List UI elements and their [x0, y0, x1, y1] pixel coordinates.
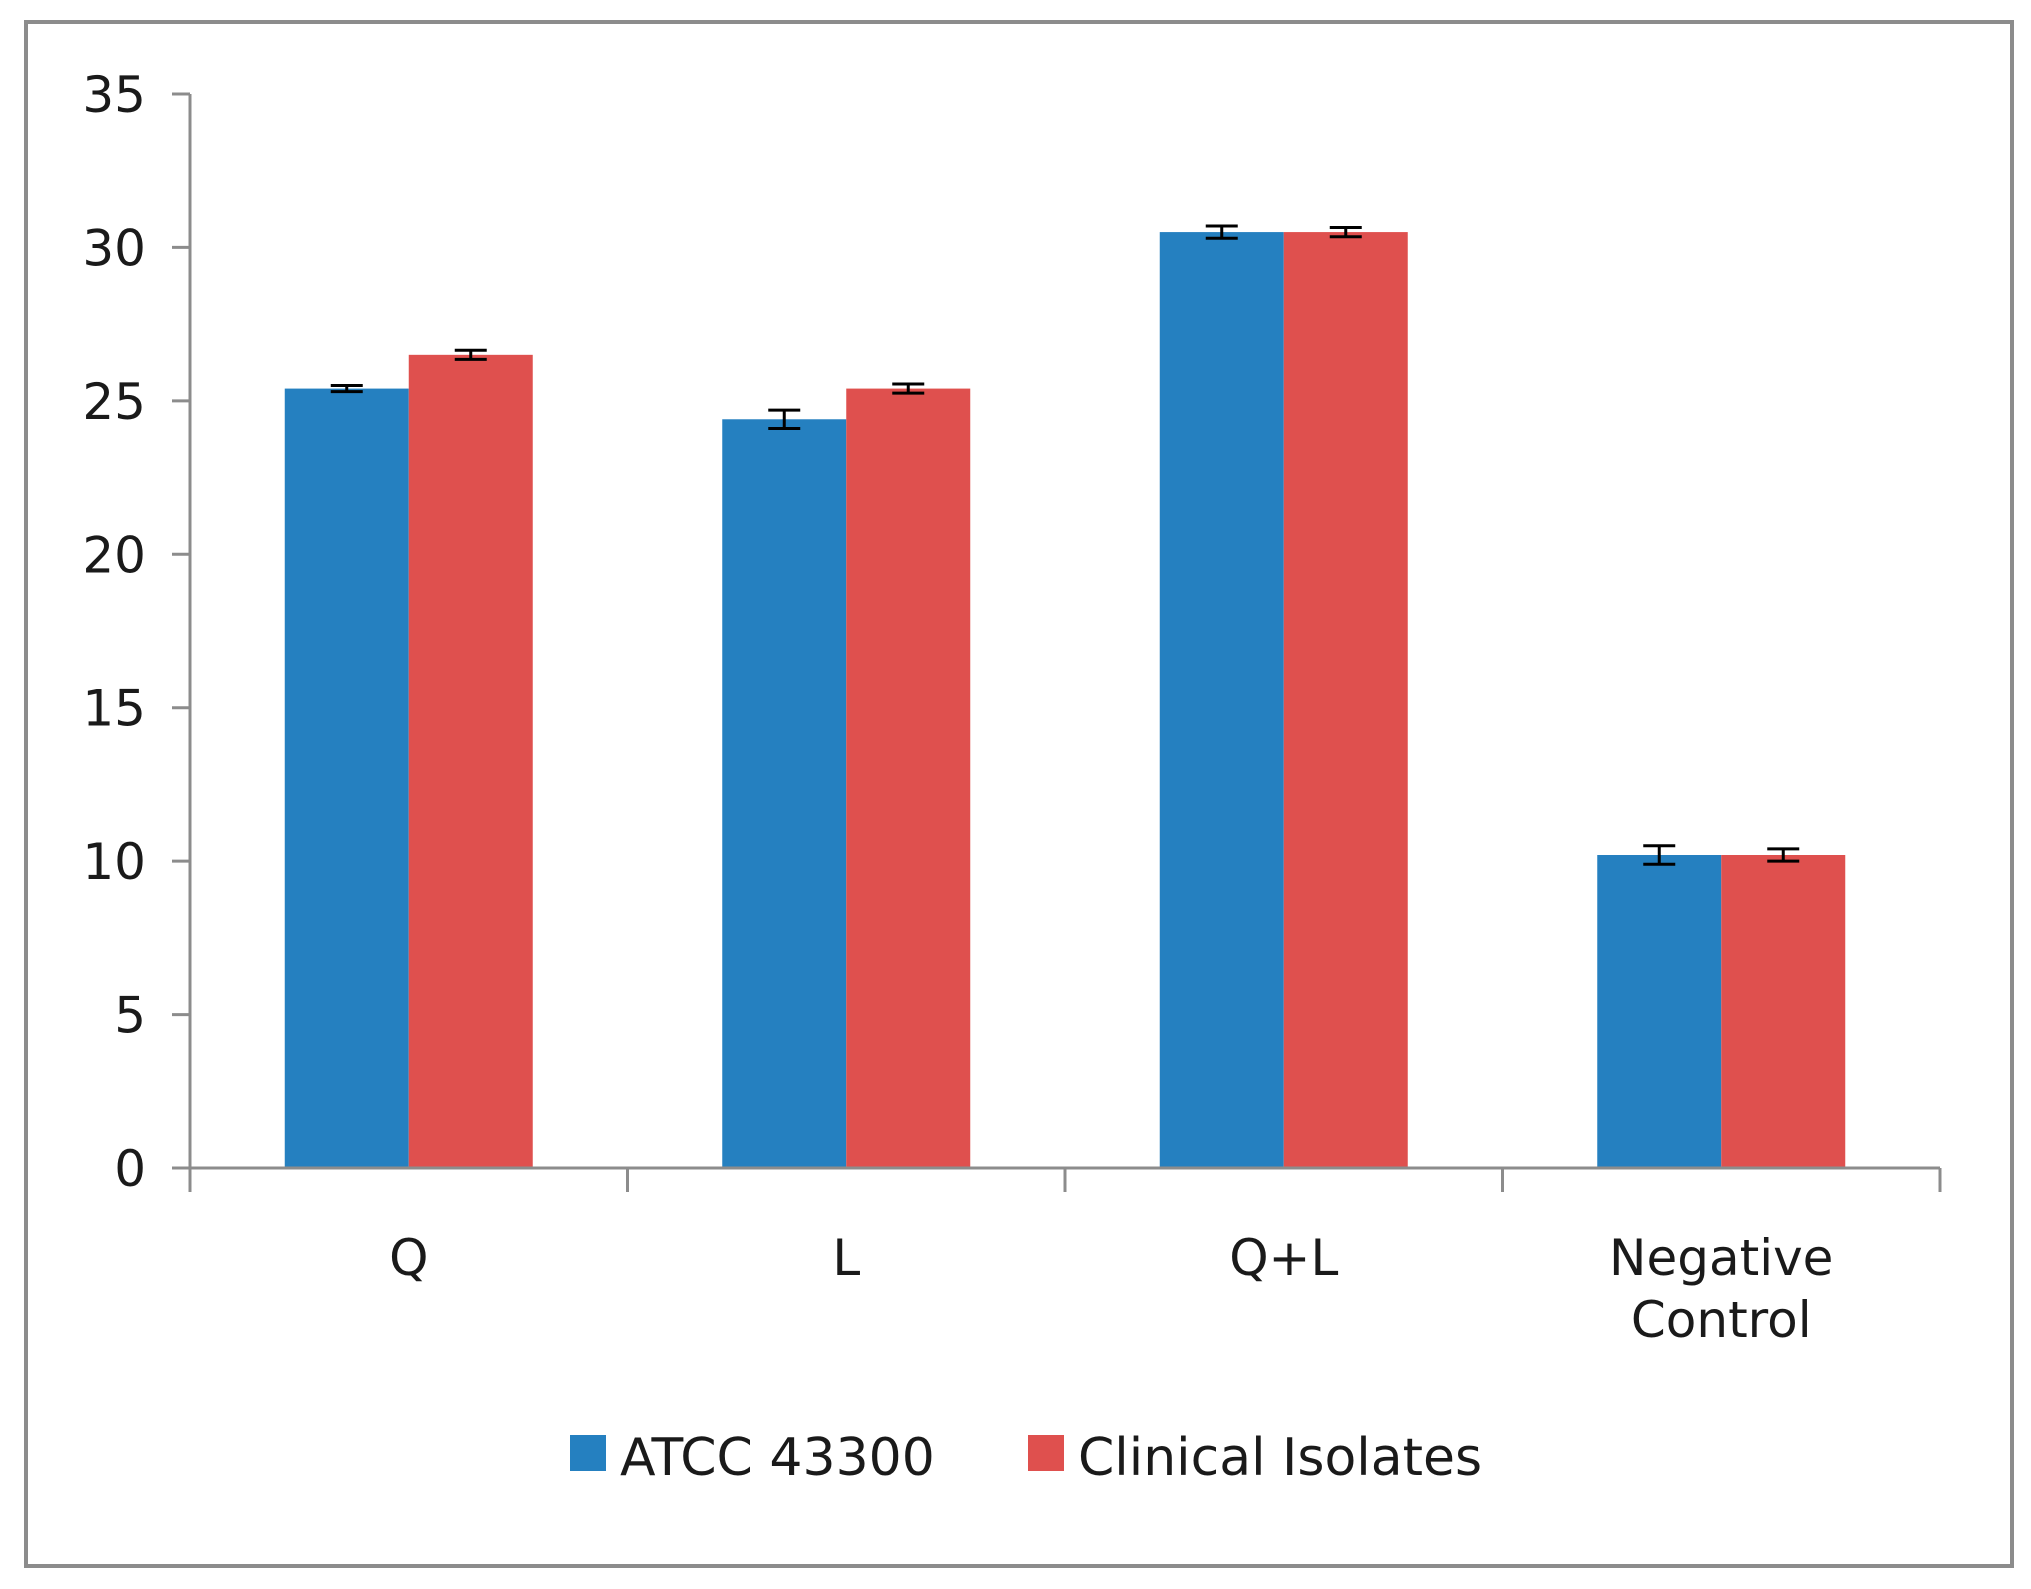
bar-atcc-1 — [722, 419, 847, 1169]
x-tick-label-3: Negative Control — [1609, 1229, 1833, 1349]
legend-item-atcc: ATCC 43300 — [570, 1428, 935, 1488]
x-tick-label-2: Q+L — [1229, 1229, 1338, 1287]
error-bar-clinical-3 — [1767, 847, 1800, 863]
x-tick-label-line: Q+L — [1229, 1229, 1338, 1287]
legend-label: ATCC 43300 — [620, 1428, 935, 1488]
x-tick-label-line: Q — [389, 1229, 428, 1287]
bar-atcc-0 — [284, 388, 409, 1168]
bar-clinical-0 — [408, 354, 533, 1168]
legend-swatch — [1028, 1435, 1064, 1471]
x-tick-label-line: L — [832, 1229, 860, 1287]
bar-clinical-3 — [1721, 855, 1846, 1168]
bar-atcc-3 — [1597, 855, 1722, 1168]
error-bar-atcc-1 — [768, 408, 801, 430]
y-tick-label-25: 25 — [82, 373, 146, 431]
y-tick-label-15: 15 — [82, 680, 146, 738]
error-bars-layer — [330, 224, 1800, 866]
error-bar-atcc-3 — [1643, 844, 1676, 866]
legend: ATCC 43300 Clinical Isolates — [570, 1428, 1482, 1488]
bar-clinical-2 — [1283, 232, 1408, 1169]
y-tick-label-20: 20 — [82, 526, 146, 584]
error-bar-clinical-0 — [454, 348, 487, 361]
x-tick-label-1: L — [832, 1229, 860, 1287]
y-tick-label-5: 5 — [114, 987, 146, 1045]
y-tick-label-10: 10 — [82, 833, 146, 891]
x-tick-label-0: Q — [389, 1229, 428, 1287]
legend-item-clinical: Clinical Isolates — [1028, 1428, 1482, 1488]
axes-layer — [172, 92, 1942, 1192]
labels-layer: 0 5 10 15 20 25 30 35 Q L Q+L Negative Control — [82, 66, 1833, 1349]
legend-swatch — [570, 1435, 606, 1471]
error-bar-clinical-2 — [1329, 225, 1362, 239]
legend-label: Clinical Isolates — [1078, 1428, 1482, 1488]
y-tick-label-0: 0 — [114, 1140, 146, 1198]
error-bar-atcc-2 — [1205, 224, 1238, 240]
x-tick-label-line: Control — [1631, 1291, 1812, 1349]
error-bar-clinical-1 — [892, 382, 925, 395]
error-bar-atcc-0 — [330, 384, 363, 394]
bar-atcc-2 — [1159, 232, 1284, 1169]
x-tick-label-line: Negative — [1609, 1229, 1833, 1287]
y-tick-label-30: 30 — [82, 219, 146, 277]
bar-clinical-1 — [846, 388, 971, 1168]
bars-layer — [284, 232, 1846, 1169]
y-tick-label-35: 35 — [82, 66, 146, 124]
